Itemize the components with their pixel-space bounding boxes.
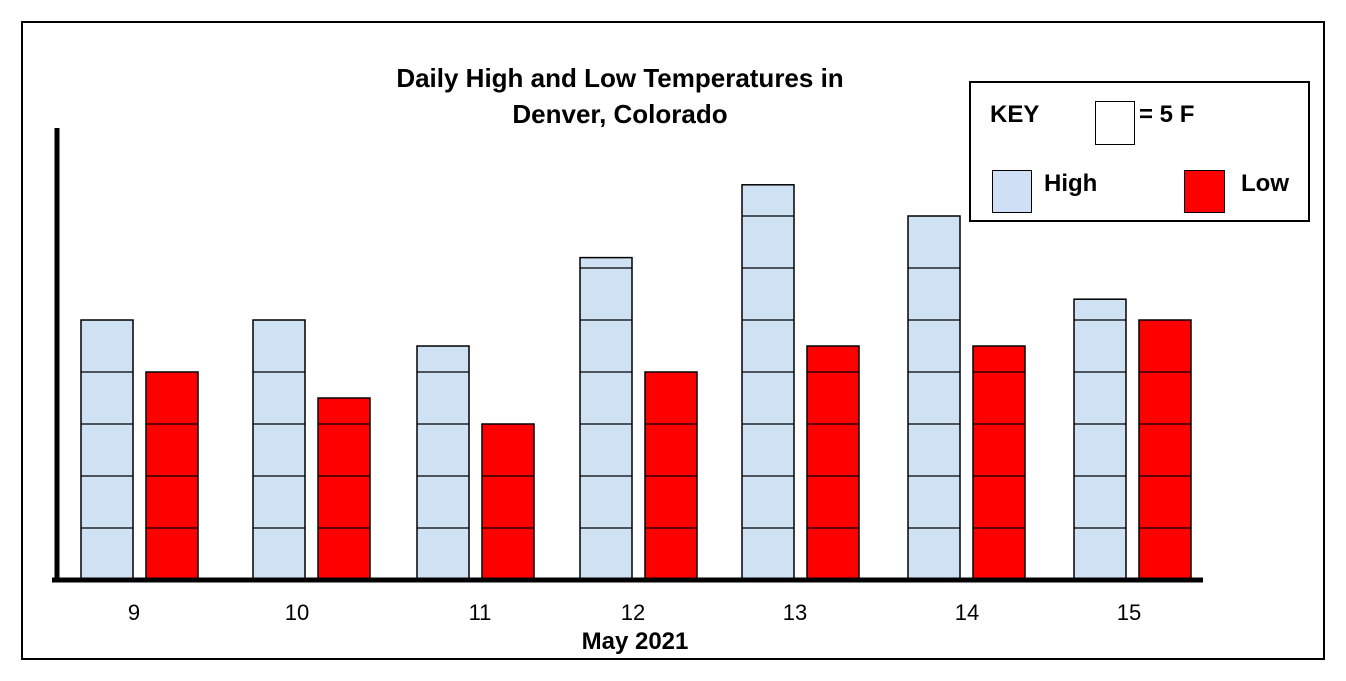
bar-high-12 [579, 256, 633, 581]
legend: KEY = 5 F High Low [969, 81, 1310, 222]
legend-high-swatch [992, 170, 1032, 213]
bar-high-9 [80, 319, 134, 581]
x-tick-label: 11 [469, 600, 492, 625]
bar-low-10 [317, 397, 371, 581]
bar-high-11 [416, 345, 470, 581]
bar-low-14 [972, 345, 1026, 581]
legend-low-swatch [1184, 170, 1225, 213]
x-tick-label: 13 [783, 600, 807, 625]
x-tick-label: 14 [955, 600, 979, 625]
bar-high-rect [579, 256, 633, 581]
bar-high-rect [1073, 298, 1127, 581]
x-tick-label: 9 [128, 600, 140, 625]
bar-high-13 [741, 184, 795, 581]
bar-low-rect [481, 423, 535, 581]
bar-low-15 [1138, 319, 1192, 581]
bar-low-rect [806, 345, 860, 581]
bar-high-rect [416, 345, 470, 581]
bar-high-rect [741, 184, 795, 581]
bar-low-rect [317, 397, 371, 581]
bar-high-15 [1073, 298, 1127, 581]
legend-unit-swatch [1095, 101, 1135, 145]
bar-low-rect [972, 345, 1026, 581]
x-tick-label: 12 [621, 600, 645, 625]
legend-key-title: KEY [990, 101, 1040, 128]
x-tick-label: 15 [1117, 600, 1141, 625]
bar-low-rect [1138, 319, 1192, 581]
bar-high-rect [907, 215, 961, 581]
bar-low-11 [481, 423, 535, 581]
bar-high-rect [252, 319, 306, 581]
bar-low-12 [644, 371, 698, 581]
bar-low-9 [145, 371, 199, 581]
legend-unit-text: = 5 F [1139, 101, 1195, 128]
x-tick-label: 10 [285, 600, 309, 625]
bar-high-10 [252, 319, 306, 581]
x-axis-label: May 2021 [581, 628, 689, 655]
legend-high-label: High [1044, 170, 1098, 197]
legend-low-label: Low [1241, 170, 1289, 197]
bar-high-14 [907, 215, 961, 581]
bar-high-rect [80, 319, 134, 581]
bar-low-13 [806, 345, 860, 581]
chart-title-line1: Daily High and Low Temperatures in [396, 63, 844, 93]
chart-title-line2: Denver, Colorado [512, 99, 728, 129]
